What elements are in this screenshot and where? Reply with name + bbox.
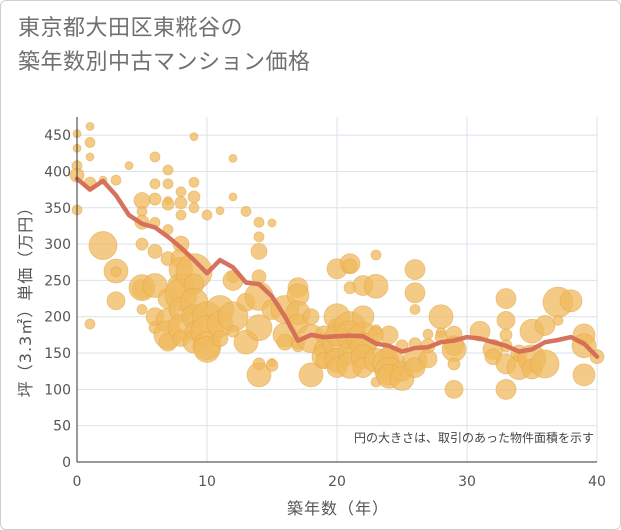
bubble-point (422, 328, 434, 340)
x-tick-label: 10 (198, 474, 216, 490)
y-tick-label: 350 (44, 201, 71, 217)
bubble-point (240, 206, 252, 217)
bubble-point (302, 308, 320, 326)
x-tick-label: 0 (73, 474, 82, 490)
bubble-point (572, 363, 596, 387)
bubble-point (245, 314, 273, 342)
y-tick-label: 50 (53, 419, 71, 435)
bubble-point (110, 266, 122, 278)
bubble-point (135, 237, 149, 251)
bubble-point (499, 328, 513, 342)
bubble-point (226, 324, 240, 338)
bubble-point (559, 289, 583, 313)
bubble-point (211, 330, 229, 347)
chart-title: 東京都大田区東糀谷の 築年数別中古マンション価格 (18, 12, 578, 80)
bubble-point (495, 288, 517, 309)
bubble-point (228, 192, 238, 202)
bubble-point (379, 325, 399, 345)
bubble-point (265, 358, 279, 372)
y-tick-label: 450 (44, 128, 71, 144)
bubble-point (189, 132, 199, 142)
bubble-point (84, 137, 96, 148)
bubble-point (404, 282, 426, 304)
bubble-point (404, 259, 426, 280)
bubble-point (110, 174, 122, 186)
bubble-point (496, 310, 516, 330)
bubble-point (124, 161, 134, 171)
bubble-point (85, 122, 95, 131)
bubble-point (444, 379, 464, 399)
y-tick-label: 250 (44, 273, 71, 289)
average-price-line (74, 176, 600, 359)
bubble-point (253, 216, 265, 228)
bubble-point (161, 197, 175, 211)
bubble-point (447, 357, 461, 371)
bubble-point (149, 151, 161, 163)
x-tick-label: 40 (588, 474, 606, 490)
axes: 0 50 100 150 200 250 300 350 400 450 0 10 20 30 40 (44, 117, 606, 490)
bubble-point (106, 291, 126, 311)
y-tick-label: 100 (44, 382, 71, 398)
bubble-point (428, 304, 454, 330)
y-tick-label: 400 (44, 164, 71, 180)
y-tick-label: 0 (62, 455, 71, 471)
bubble-point (534, 315, 556, 336)
y-tick-label: 200 (44, 310, 71, 326)
bubble-point (188, 202, 200, 214)
bubble-point (201, 209, 213, 221)
chart-title-line-2: 築年数別中古マンション価格 (18, 50, 311, 75)
bubble-point (215, 206, 225, 216)
bubble-point (530, 349, 560, 379)
y-tick-label: 300 (44, 237, 71, 253)
bubble-point (162, 178, 174, 190)
chart-title-line-1: 東京都大田区東糀谷の (18, 16, 244, 41)
bubble-point (148, 192, 162, 206)
bubble-point (267, 218, 277, 228)
trend-line-layer (74, 176, 600, 359)
bubble-point (136, 304, 148, 315)
bubble-point (253, 231, 265, 243)
bubble-point (149, 178, 161, 190)
bubble-point (342, 258, 358, 274)
bubble-point (188, 176, 200, 188)
bubble-point (370, 249, 382, 261)
bubble-point (162, 164, 174, 176)
bubble-point (363, 273, 389, 299)
bubble-point (298, 362, 324, 388)
bubble-point (409, 304, 421, 315)
bubble-point (495, 378, 517, 400)
x-axis-label: 築年数（年） (287, 499, 389, 518)
y-axis-label: 坪（3.3㎡）単価（万円） (16, 199, 35, 397)
bubble-point (88, 231, 118, 260)
bubble-point (228, 153, 238, 163)
bubble-point (175, 209, 187, 221)
bubble-point (147, 243, 163, 259)
bubble-point (84, 318, 96, 330)
bubble-point (187, 190, 201, 204)
bubble-point (85, 152, 95, 162)
x-tick-label: 20 (328, 474, 346, 490)
bubble-point (174, 196, 188, 210)
size-note: 円の大きさは、取引のあった物件面積を示す (354, 430, 594, 445)
bubble-point (246, 362, 272, 388)
bubble-point (250, 242, 268, 260)
bubble-point (552, 314, 564, 326)
bubble-point (175, 186, 187, 198)
x-tick-label: 30 (458, 474, 476, 490)
y-tick-label: 150 (44, 346, 71, 362)
